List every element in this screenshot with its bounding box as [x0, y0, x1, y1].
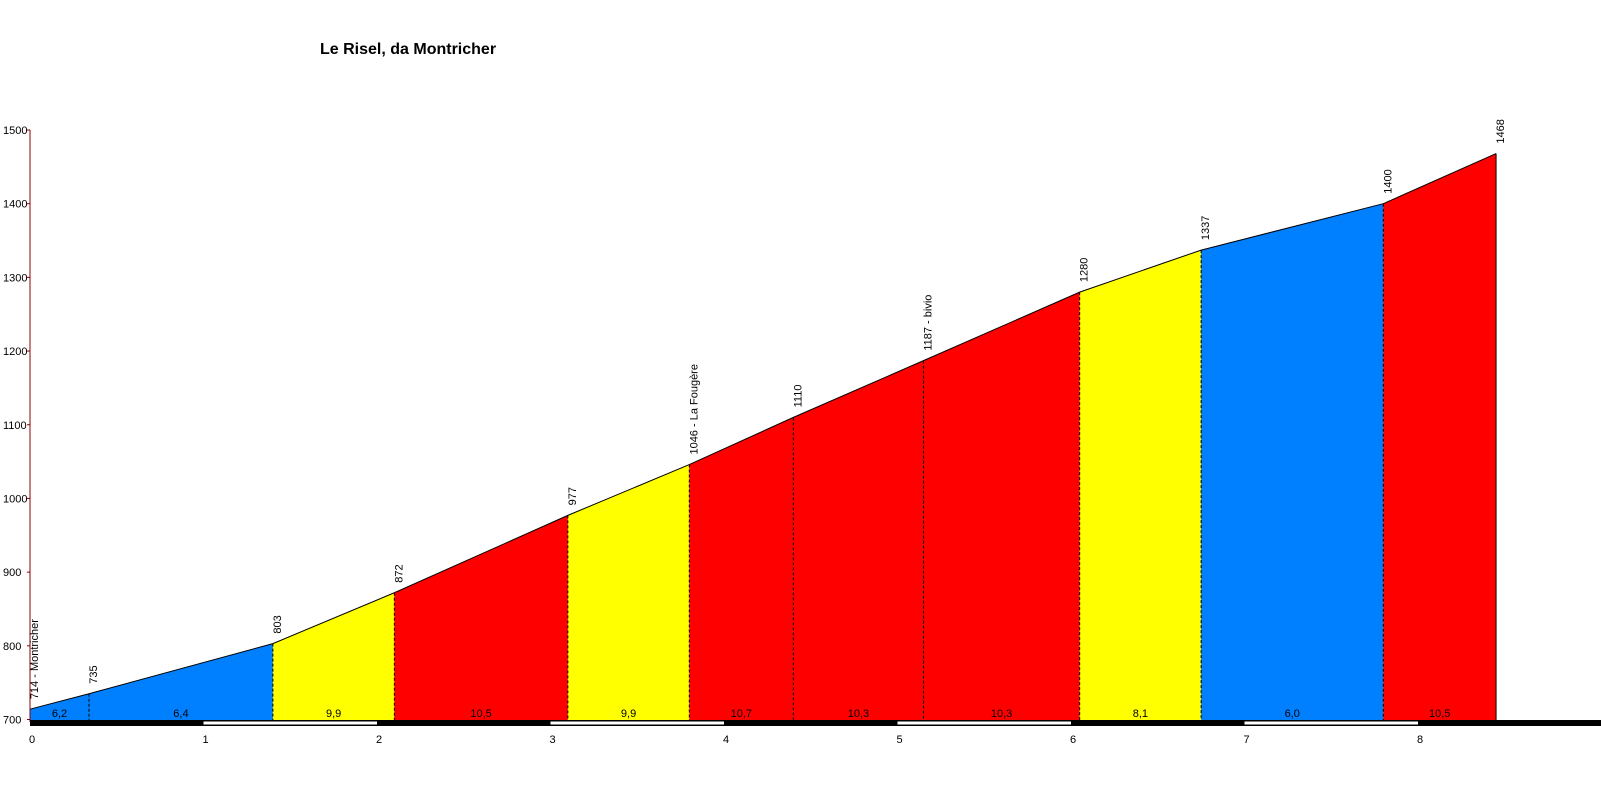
altitude-label: 803: [272, 615, 284, 633]
y-tick-label: 700: [3, 715, 21, 727]
gradient-label: 6,0: [1285, 708, 1300, 720]
profile-line: [29, 153, 1497, 710]
x-axis-band: [897, 721, 1071, 725]
x-tick-label: 4: [723, 734, 729, 746]
gradient-label: 10,3: [848, 708, 869, 720]
gradient-segment: [689, 417, 794, 720]
gradient-label: 10,5: [1429, 708, 1450, 720]
y-tick-label: 1500: [3, 125, 27, 137]
profile-line-group: [29, 153, 1497, 710]
altitude-label: 872: [393, 564, 405, 582]
gradient-segment: [567, 464, 690, 720]
gradient-segment: [923, 292, 1080, 720]
altitude-label: 1046 - La Fougère: [688, 364, 700, 455]
gradient-segment: [1079, 250, 1202, 720]
y-tick-label: 1000: [3, 493, 27, 505]
altitude-label: 735: [88, 665, 100, 683]
gradient-label: 10,7: [731, 708, 752, 720]
altitude-label: 1280: [1079, 258, 1091, 282]
altitude-label: 1337: [1200, 216, 1212, 240]
y-tick-label: 1100: [3, 420, 27, 432]
gradient-segments: [30, 153, 1497, 720]
gradient-segment: [394, 515, 568, 720]
altitude-label: 977: [567, 487, 579, 505]
gradient-label: 10,5: [470, 708, 491, 720]
y-axis: 700 800 900 1000 1100 1200 1300 1400 1500: [3, 125, 31, 727]
gradient-label: 9,9: [621, 708, 636, 720]
x-tick-label: 0: [29, 734, 35, 746]
x-tick-label: 7: [1243, 734, 1249, 746]
segment-dividers: [88, 153, 1497, 720]
gradient-labels: 6,2 6,4 9,9 10,5 9,9 10,7 10,3 10,3 8,1 6,0 10,5: [52, 708, 1451, 720]
x-axis-band: [203, 721, 377, 725]
x-tick-label: 3: [549, 734, 555, 746]
y-tick-label: 1400: [3, 199, 27, 211]
altitude-label: 1400: [1382, 169, 1394, 193]
gradient-label: 9,9: [326, 708, 341, 720]
chart-title: Le Risel, da Montricher: [320, 41, 496, 58]
gradient-label: 8,1: [1133, 708, 1148, 720]
x-tick-label: 1: [202, 734, 208, 746]
gradient-segment: [30, 693, 89, 720]
altitude-labels: 714 - Montricher 735 803 872 977 1046 - La Fo…: [29, 119, 1507, 699]
gradient-segment: [793, 360, 924, 720]
x-tick-label: 5: [896, 734, 902, 746]
x-axis: 0 1 2 3 4 5 6 7 8: [29, 720, 1601, 746]
y-tick-label: 900: [3, 567, 21, 579]
gradient-segment: [1383, 153, 1497, 720]
y-tick-label: 1300: [3, 272, 27, 284]
altitude-label: 1187 - bivio: [923, 295, 935, 351]
y-tick-label: 800: [3, 641, 21, 653]
altitude-label: 1468: [1495, 119, 1507, 143]
gradient-label: 10,3: [991, 708, 1012, 720]
gradient-segment: [88, 643, 273, 720]
x-axis-band: [1244, 721, 1418, 725]
gradient-segment: [272, 592, 395, 720]
x-axis-bar: [30, 720, 1601, 726]
gradient-label: 6,4: [173, 708, 188, 720]
altitude-label: 1110: [792, 385, 804, 408]
gradient-segment: [1201, 203, 1384, 720]
altitude-label: 714 - Montricher: [29, 619, 41, 699]
gradient-label: 6,2: [52, 708, 67, 720]
x-tick-label: 2: [376, 734, 382, 746]
x-tick-label: 8: [1417, 734, 1423, 746]
x-axis-band: [550, 721, 724, 725]
y-tick-label: 1200: [3, 346, 27, 358]
x-tick-label: 6: [1070, 734, 1076, 746]
